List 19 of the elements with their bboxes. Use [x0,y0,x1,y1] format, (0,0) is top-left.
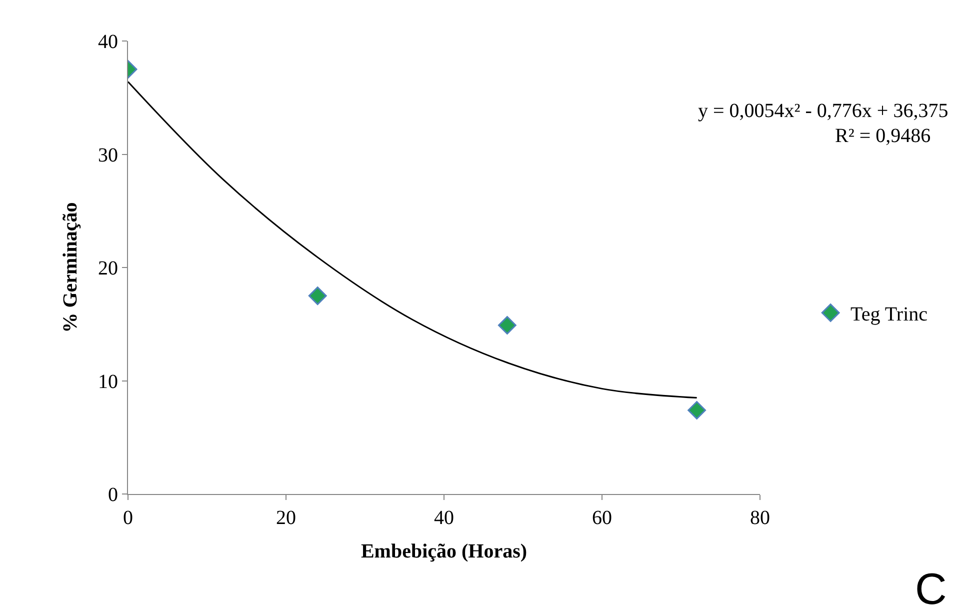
annotation: y = 0,0054x² - 0,776x + 36,375 [698,100,948,122]
x-axis-title: Embebição (Horas) [360,540,528,562]
point [498,316,516,334]
legend-label: Teg Trinc [850,304,928,326]
y-tick-label: 30 [98,144,118,166]
y-axis-title: % Germinação [60,202,82,333]
y-tick-label: 40 [98,31,118,53]
point [688,401,706,420]
x-tick-label: 80 [750,507,770,529]
line-series [128,81,698,398]
x-tick-label: 40 [434,507,454,529]
x-tick-label: 0 [123,507,133,529]
x-tick-label: 60 [592,507,612,529]
y-tick-label: 20 [98,258,118,280]
y-tick-label: 10 [98,370,118,393]
text: R² = 0,9486 [835,125,931,147]
x-tick-label: 20 [276,507,296,529]
y-tick-label: 0 [108,484,118,506]
text: C [915,565,947,605]
